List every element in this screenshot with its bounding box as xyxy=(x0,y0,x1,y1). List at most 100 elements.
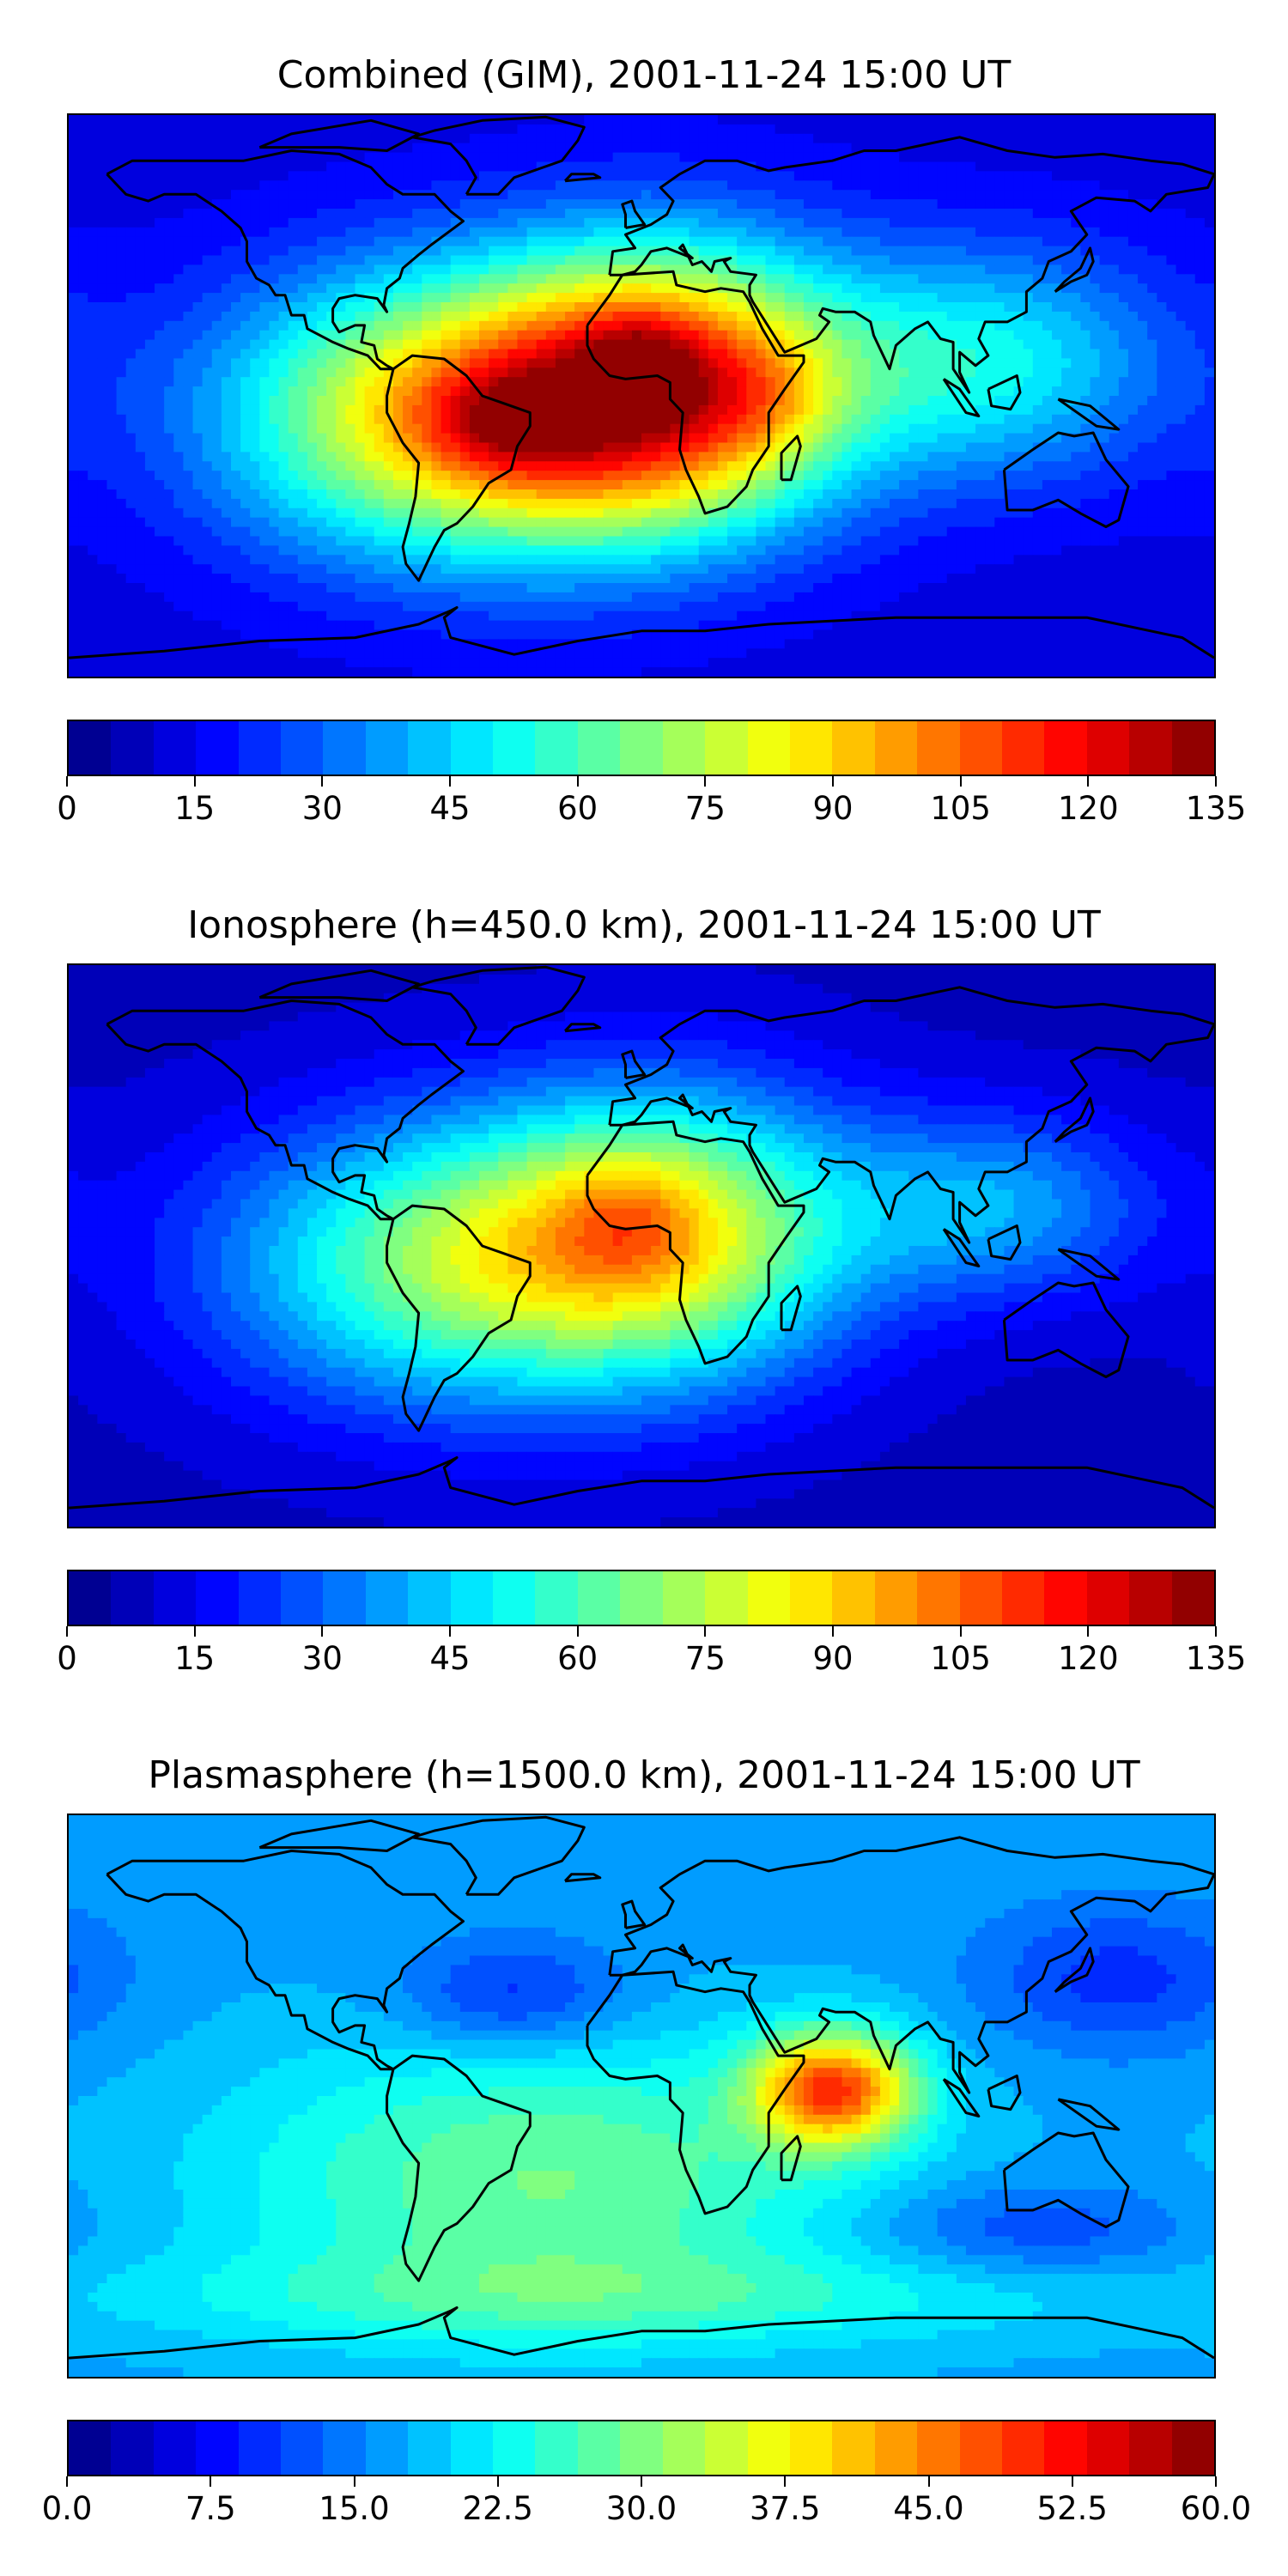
colorbar-segment xyxy=(577,721,621,775)
colorbar-tick-mark xyxy=(832,1626,834,1637)
colorbar-segment xyxy=(1044,2421,1087,2475)
colorbar-segment xyxy=(1086,721,1130,775)
colorbar-tick-label: 60 xyxy=(557,1642,598,1676)
colorbar-tick-label: 37.5 xyxy=(750,2492,820,2526)
coastline xyxy=(564,173,602,183)
colorbar-tick-label: 15 xyxy=(174,792,215,826)
colorbar-tick-mark xyxy=(1071,2476,1073,2487)
colorbar-segment xyxy=(111,1571,154,1625)
colorbar-segment xyxy=(832,721,875,775)
colorbar-segment xyxy=(577,2421,621,2475)
colorbar-segment xyxy=(620,2421,663,2475)
colorbar-segment xyxy=(832,2421,875,2475)
coastline xyxy=(69,2306,1214,2360)
colorbar-segment xyxy=(959,2421,1002,2475)
colorbar-tick-mark xyxy=(1215,2476,1217,2487)
coastline xyxy=(258,118,421,152)
coastline xyxy=(780,434,802,482)
colorbar-segment xyxy=(535,1571,578,1625)
colorbar-segment xyxy=(408,2421,451,2475)
colorbar-segment xyxy=(238,2421,282,2475)
colorbar-tick-label: 30 xyxy=(302,792,343,826)
colorbar-segment xyxy=(493,721,536,775)
colorbar-segment xyxy=(662,1571,706,1625)
colorbar-ticks-ionosphere: 0 15 30 45 60 75 90 105 120 135 xyxy=(57,1626,1246,1676)
colorbar-segment xyxy=(535,2421,578,2475)
map-plasmasphere xyxy=(67,1814,1216,2379)
coastline xyxy=(942,2078,981,2117)
colorbar-tick-mark xyxy=(449,1626,451,1637)
coastline xyxy=(621,199,647,229)
coastline xyxy=(1057,2098,1121,2131)
colorbar-segment xyxy=(747,1571,790,1625)
coastline xyxy=(987,1224,1022,1261)
colorbar-tick-label: 45.0 xyxy=(893,2492,963,2526)
coastline xyxy=(564,1023,602,1033)
colorbar-segment xyxy=(1129,1571,1172,1625)
colorbar-tick-mark xyxy=(784,2476,787,2487)
colorbar-tick-label: 7.5 xyxy=(185,2492,236,2526)
colorbar-segment xyxy=(577,1571,621,1625)
colorbar-tick-label: 0 xyxy=(57,1642,77,1676)
colorbar-tick-label: 135 xyxy=(1186,792,1247,826)
colorbar-tick-label: 15 xyxy=(174,1642,215,1676)
coastline xyxy=(106,149,465,371)
coastlines xyxy=(69,965,1214,1510)
map-canvas xyxy=(69,115,1214,677)
coastline xyxy=(987,2075,1022,2111)
coastline xyxy=(987,374,1022,411)
coastline xyxy=(1002,2131,1130,2228)
coastline xyxy=(1054,1947,1095,1993)
colorbar-segment xyxy=(493,1571,536,1625)
colorbar-segment xyxy=(620,721,663,775)
coastline xyxy=(586,270,805,515)
colorbar-segment xyxy=(281,1571,324,1625)
colorbar-tick-mark xyxy=(210,2476,212,2487)
coastline xyxy=(608,136,1214,394)
colorbar-ticks-combined: 0 15 30 45 60 75 90 105 120 135 xyxy=(57,776,1246,826)
colorbar-tick-mark xyxy=(832,776,834,787)
coastline xyxy=(621,1899,647,1929)
coastline xyxy=(1054,1097,1095,1143)
field-contours xyxy=(69,115,1214,677)
colorbar-segment xyxy=(917,1571,960,1625)
coastlines xyxy=(69,1815,1214,2360)
coastline xyxy=(410,1815,586,1896)
colorbar-segment xyxy=(365,2421,409,2475)
coastline xyxy=(386,1204,532,1432)
colorbar-segment xyxy=(196,721,239,775)
coastline xyxy=(586,1970,805,2215)
colorbar-tick-mark xyxy=(1215,776,1217,787)
colorbar-segment xyxy=(1001,721,1045,775)
colorbar-tick-mark xyxy=(576,1626,579,1637)
colorbar-segment xyxy=(153,721,197,775)
colorbar-tick-label: 0 xyxy=(57,792,77,826)
colorbar-tick-mark xyxy=(704,1626,707,1637)
colorbar-tick-label: 120 xyxy=(1058,1642,1119,1676)
colorbar-tick-label: 45 xyxy=(429,792,470,826)
colorbar-segment xyxy=(153,2421,197,2475)
coastline xyxy=(1002,431,1130,528)
colorbar-tick-label: 30 xyxy=(302,1642,343,1676)
colorbar-segment xyxy=(69,721,112,775)
colorbar-segment xyxy=(450,2421,494,2475)
colorbar-tick-mark xyxy=(66,1626,68,1637)
coastline xyxy=(564,1873,602,1883)
colorbar-tick-mark xyxy=(193,776,196,787)
colorbar-segment xyxy=(408,721,451,775)
colorbar-tick-label: 120 xyxy=(1058,792,1119,826)
colorbar-segment xyxy=(365,721,409,775)
colorbar-tick-mark xyxy=(353,2476,355,2487)
colorbar-segment xyxy=(1171,2421,1214,2475)
coastline xyxy=(586,1120,805,1365)
coastline xyxy=(386,354,532,582)
colorbar-segment xyxy=(917,2421,960,2475)
coastline xyxy=(410,115,586,196)
colorbar-plasmasphere xyxy=(67,2420,1216,2476)
coastline xyxy=(942,378,981,417)
colorbar-segment xyxy=(323,2421,366,2475)
colorbar-segment xyxy=(1129,721,1172,775)
colorbar-combined xyxy=(67,720,1216,776)
colorbar-segment xyxy=(1044,1571,1087,1625)
colorbar-tick-label: 0.0 xyxy=(42,2492,93,2526)
